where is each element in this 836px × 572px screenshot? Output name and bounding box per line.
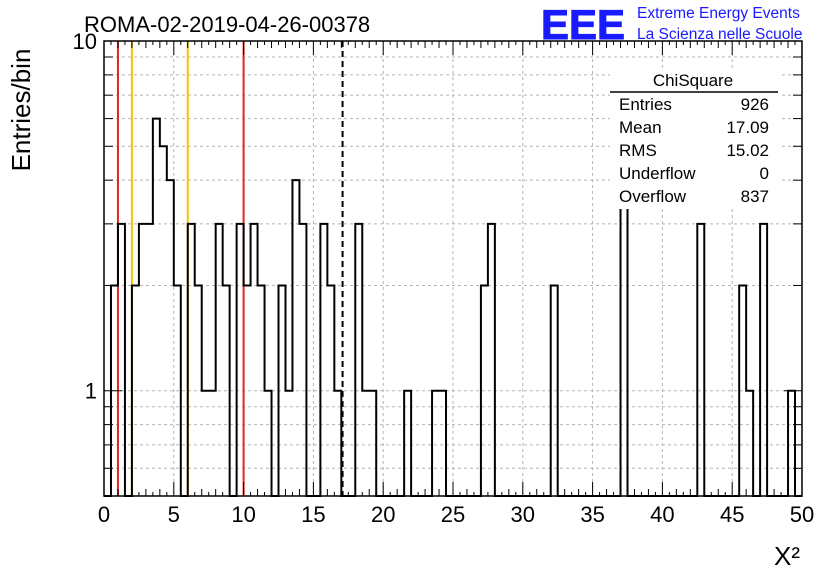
logo-mark: EEE [541,1,625,48]
stats-label: Underflow [619,164,696,183]
histogram-bin [195,285,202,496]
histogram-bin [697,224,704,496]
stats-label: Entries [619,95,672,114]
histogram-bin [132,285,139,496]
histogram-bin [160,146,167,496]
x-axis-label: X² [774,541,800,571]
histogram-bin [369,391,376,496]
x-tick-label: 25 [441,502,465,527]
x-tick-label: 40 [650,502,674,527]
histogram-bin [209,391,216,496]
x-tick-label: 10 [231,502,255,527]
stats-value: 17.09 [726,118,769,137]
stats-value: 0 [760,164,769,183]
histogram-bin [202,391,209,496]
histogram-bin [188,224,195,496]
x-tick-label: 50 [790,502,814,527]
x-tick-label: 5 [168,502,180,527]
histogram-bin [621,180,628,496]
histogram-bin [285,391,292,496]
logo-line1: Extreme Energy Events [637,5,800,22]
histogram-bin [292,180,299,496]
x-tick-label: 35 [580,502,604,527]
histogram-bin [174,285,181,496]
y-axis: 1 10 [73,29,802,497]
histogram-bin [258,285,265,496]
stats-label: RMS [619,141,657,160]
stats-title: ChiSquare [653,71,733,90]
stats-value: 15.02 [726,141,769,160]
histogram-bin [439,391,446,496]
histogram-bin [334,391,341,496]
y-tick-label: 1 [85,379,97,404]
stats-label: Overflow [619,187,687,206]
y-axis-label: Entries/bin [6,49,36,172]
eee-logo: EEE Extreme Energy Events La Scienza nel… [541,1,803,49]
y-tick-label: 10 [73,29,97,54]
histogram-bin [216,224,223,496]
histogram-bin [251,224,258,496]
stats-value: 837 [741,187,769,206]
histogram-bin [146,224,153,496]
histogram-bin [265,391,272,496]
histogram-bin [404,391,411,496]
logo-line2: La Scienza nelle Scuole [637,26,802,43]
x-tick-label: 0 [98,502,110,527]
stats-rows: Entries 926 Mean 17.09 RMS 15.02 Underflow 0 Ove… [619,95,769,206]
x-axis: 0 5 10 15 20 25 30 35 40 45 50 [98,41,814,527]
histogram-bin [237,224,244,496]
stats-label: Mean [619,118,662,137]
chart-title: ROMA-02-2019-04-26-00378 [84,12,370,37]
histogram-bin [223,285,230,496]
histogram-bin [167,180,174,496]
histogram-bin [481,285,488,496]
histogram-bin [746,391,753,496]
histogram-bin [355,224,362,496]
x-tick-label: 45 [720,502,744,527]
histogram-bin [362,391,369,496]
x-tick-label: 15 [301,502,325,527]
histogram-bin [739,285,746,496]
histogram-bin [432,391,439,496]
histogram-bin [244,285,251,496]
histogram-bin [320,224,327,496]
histogram-bin [118,224,125,496]
x-tick-label: 30 [511,502,535,527]
histogram-bin [760,224,767,496]
histogram-bin [327,285,334,496]
histogram-bin [139,224,146,496]
histogram-bin [153,119,160,496]
histogram-bin [279,285,286,496]
stats-value: 926 [741,95,769,114]
x-tick-label: 20 [371,502,395,527]
histogram-bin [488,224,495,496]
stats-box: ChiSquare Entries 926 Mean 17.09 RMS 15.02 Und… [610,69,780,209]
histogram-bin [299,224,306,496]
histogram-bin [551,285,558,496]
